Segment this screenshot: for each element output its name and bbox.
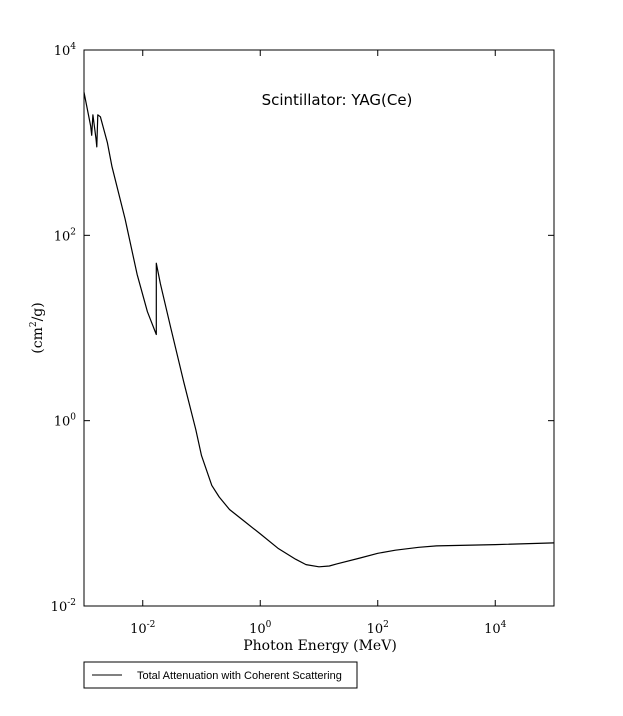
x-axis-ticks: 10-2 100 102 104 [130,50,507,637]
x-tick-label: 100 [249,620,272,637]
y-tick-label: 104 [54,42,77,59]
legend: Total Attenuation with Coherent Scatteri… [83,661,358,689]
plot-frame [83,49,555,607]
chart-annotation: Scintillator: YAG(Ce) [262,91,413,109]
legend-box [83,661,358,689]
y-axis-title-exp: 2 [29,321,39,327]
x-tick-label: 104 [484,620,507,637]
y-axis-title-base: (cm [30,327,46,354]
series-line-total-attenuation [83,92,555,568]
y-axis-title: (cm2/g) [29,302,46,353]
legend-label: Total Attenuation with Coherent Scatteri… [137,670,342,682]
series-layer [83,92,555,568]
y-tick-label: 102 [54,227,76,244]
x-axis-title: Photon Energy (MeV) [243,638,397,654]
y-axis-ticks: 10-2 100 102 104 [51,42,554,615]
x-tick-label: 10-2 [130,620,155,637]
x-tick-label: 102 [367,620,389,637]
y-tick-label: 10-2 [51,598,76,615]
y-tick-label: 100 [54,413,77,430]
y-axis-title-rest: /g) [30,302,46,321]
